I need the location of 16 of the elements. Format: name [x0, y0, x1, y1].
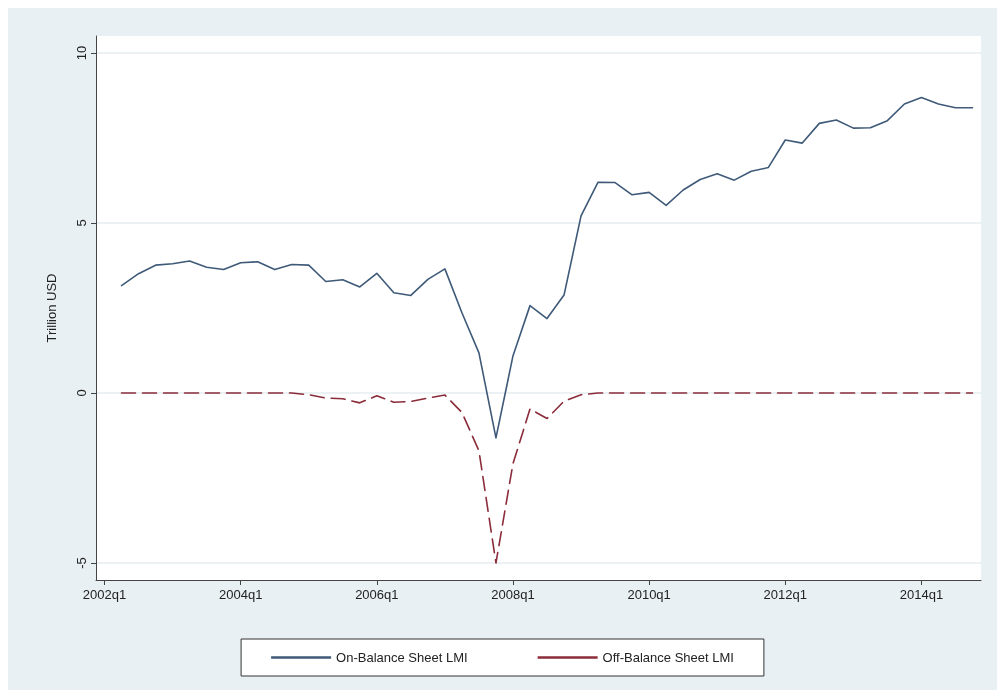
- y-tick-label: 5: [74, 219, 89, 227]
- legend-label: Off-Balance Sheet LMI: [602, 650, 734, 665]
- x-tick-label: 2006q1: [355, 587, 399, 602]
- x-tick-label: 2014q1: [899, 587, 944, 602]
- x-tick-label: 2002q1: [82, 587, 127, 602]
- legend-label: On-Balance Sheet LMI: [336, 650, 468, 665]
- x-tick-label: 2004q1: [218, 587, 263, 602]
- y-axis-title: Trillion USD: [44, 273, 59, 343]
- x-tick-label: 2010q1: [627, 587, 671, 602]
- y-tick-label: -5: [74, 557, 89, 569]
- line-series: [120, 392, 974, 564]
- y-tick-label: 10: [74, 45, 89, 61]
- x-tick-label: 2012q1: [763, 587, 807, 602]
- line-series: [120, 96, 974, 439]
- x-tick-label: 2008q1: [491, 587, 535, 602]
- y-tick-label: 0: [74, 389, 89, 397]
